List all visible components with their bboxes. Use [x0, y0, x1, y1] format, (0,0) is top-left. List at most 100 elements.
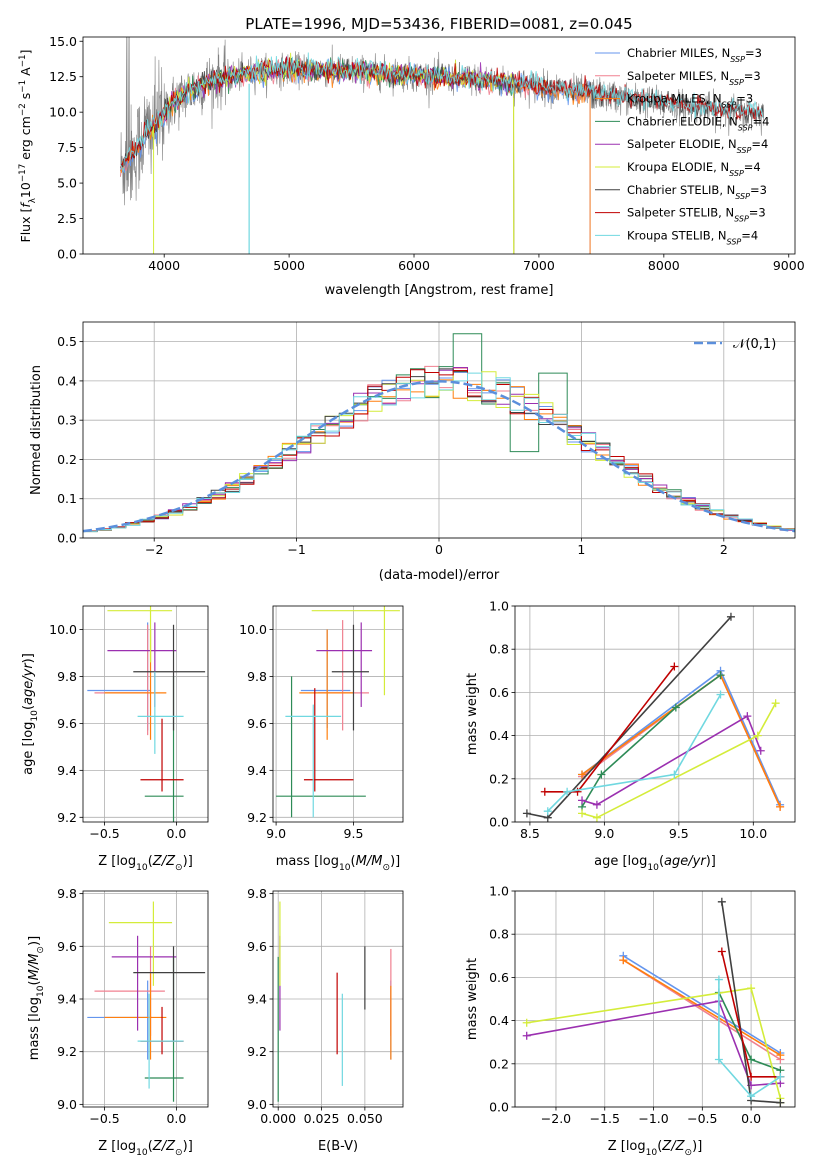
x-tick-label: 9.0 — [594, 826, 614, 841]
x-tick-label: 9.0 — [266, 826, 286, 841]
series-marker — [522, 809, 531, 818]
errorbar-point — [137, 993, 184, 1089]
y-axis-label: mass weight — [465, 673, 480, 755]
series-line — [718, 992, 781, 1072]
plot-area — [522, 897, 785, 1107]
series-marker — [522, 1018, 531, 1027]
y-tick-label: 9.0 — [57, 1097, 77, 1112]
x-axis-label: wavelength [Angstrom, rest frame] — [325, 283, 554, 298]
y-tick-label: 0.4 — [57, 373, 77, 388]
y-tick-label: 9.4 — [247, 992, 267, 1007]
y-tick-label: 0.0 — [57, 531, 77, 546]
x-tick-label: 7000 — [523, 258, 555, 273]
errorbar-point — [316, 622, 373, 707]
y-tick-label: 5.0 — [57, 176, 77, 191]
series-marker — [619, 956, 628, 965]
y-tick-label: 9.6 — [247, 939, 267, 954]
axes-frame — [514, 605, 796, 823]
series-marker — [573, 787, 582, 796]
y-tick-label: 9.4 — [247, 763, 267, 778]
legend-label: Salpeter ELODIE, NSSP=4 — [627, 137, 768, 155]
series-marker — [776, 1098, 785, 1107]
errorbar-point — [107, 606, 173, 663]
series-marker — [563, 787, 572, 796]
x-axis-label: (data-model)/error — [379, 568, 500, 583]
y-tick-label: 0.6 — [489, 685, 509, 700]
errorbar-point — [87, 980, 152, 1060]
y-tick-label: 9.2 — [247, 1044, 267, 1059]
errorbar-point — [303, 688, 354, 792]
series-marker — [670, 770, 679, 779]
errorbar-point — [104, 972, 167, 1060]
y-tick-label: 9.6 — [57, 939, 77, 954]
panel-residuals: −2 −1 0 1 2 0.0 0.1 0.2 0.3 0.4 0.5 𝒩(0,1) (data-mod… — [29, 321, 796, 583]
series-marker — [776, 1072, 785, 1081]
x-tick-label: 0.050 — [347, 1111, 383, 1126]
errorbar-point — [94, 946, 165, 1036]
plot-area — [522, 612, 785, 822]
x-tick-label: −1.0 — [638, 1111, 668, 1126]
series-marker — [716, 690, 725, 699]
series-line — [581, 702, 777, 819]
x-tick-label: 6000 — [398, 258, 430, 273]
errorbar-point — [311, 606, 400, 696]
x-axis-label: Z [log10(Z/Z⊙)] — [608, 1139, 703, 1158]
series-line — [581, 715, 762, 806]
series-marker — [776, 1051, 785, 1060]
x-tick-label: −0.5 — [89, 1111, 119, 1126]
series-marker — [578, 796, 587, 805]
series-marker — [717, 947, 726, 956]
errorbar-point — [331, 624, 369, 731]
panel-massweight_vs_age: 8.5 9.0 9.5 10.0 0.0 0.2 0.4 0.6 0.8 1.0 age [log1… — [465, 599, 796, 873]
y-tick-label: 10.0 — [49, 105, 77, 120]
x-tick-label: 0.0 — [741, 1111, 761, 1126]
plot-area — [120, 37, 765, 254]
y-axis-label: age [log10(age/yr)] — [21, 653, 40, 775]
y-tick-label: 9.6 — [57, 716, 77, 731]
axes-frame — [272, 605, 404, 823]
series-line — [581, 674, 721, 808]
y-tick-label: 9.0 — [247, 1097, 267, 1112]
errorbar-point — [140, 1006, 184, 1055]
errorbar-point — [137, 671, 184, 754]
series-marker — [592, 813, 601, 822]
panel-spectrum: 4000 5000 6000 7000 8000 9000 0.0 2.5 5.0 7.5 10.0… — [18, 15, 805, 298]
y-tick-label: 0.6 — [489, 970, 509, 985]
x-tick-label: −2.0 — [541, 1111, 571, 1126]
series-marker — [717, 897, 726, 906]
x-axis-label: mass [log10(M/M⊙)] — [276, 854, 400, 873]
normal-curve — [83, 380, 795, 533]
series-marker — [592, 800, 601, 809]
x-tick-label: 1 — [577, 542, 585, 557]
series-line — [547, 694, 722, 812]
plot-area — [87, 606, 206, 822]
errorbar-point — [107, 622, 177, 707]
series-line — [718, 979, 781, 1098]
y-axis-label: mass weight — [465, 958, 480, 1040]
plot-area — [87, 901, 206, 1102]
series-marker — [578, 809, 587, 818]
y-tick-label: 0.1 — [57, 491, 77, 506]
y-tick-label: 10.0 — [239, 622, 267, 637]
series-line — [622, 959, 781, 1056]
series-marker — [597, 770, 606, 779]
y-tick-label: 12.5 — [49, 69, 77, 84]
x-axis-label: E(B-V) — [318, 1139, 358, 1154]
y-tick-label: 0.5 — [57, 334, 77, 349]
y-tick-label: 0.3 — [57, 413, 77, 428]
y-tick-label: 10.0 — [49, 622, 77, 637]
y-tick-label: 9.8 — [57, 669, 77, 684]
axes-frame — [82, 605, 209, 823]
legend-label: Kroupa ELODIE, NSSP=4 — [627, 160, 761, 178]
legend-label: Kroupa MILES, NSSP=3 — [627, 92, 753, 110]
errorbar-point — [111, 935, 177, 1031]
y-tick-label: 0.8 — [489, 642, 509, 657]
x-tick-label: 8.5 — [520, 826, 540, 841]
series-marker — [747, 984, 756, 993]
series-line — [544, 666, 676, 793]
y-tick-label: 0.0 — [57, 247, 77, 262]
y-tick-label: 0.2 — [489, 1056, 509, 1071]
y-axis-label: mass [log10(M/M⊙)] — [27, 936, 46, 1060]
x-tick-label: −2 — [145, 542, 163, 557]
x-tick-label: 0 — [435, 542, 443, 557]
